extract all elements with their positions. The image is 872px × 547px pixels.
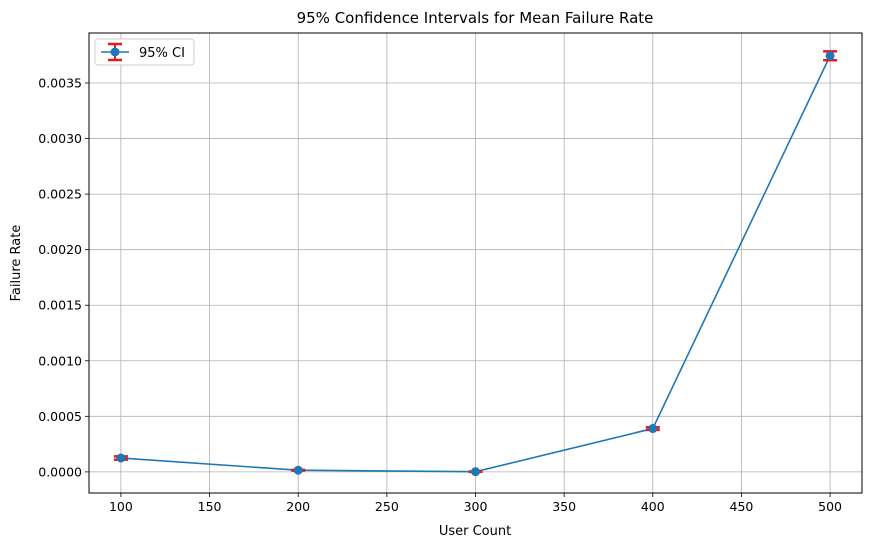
legend: 95% CI bbox=[94, 38, 195, 66]
y-tick-label: 0.0035 bbox=[38, 76, 82, 91]
y-tick-label: 0.0020 bbox=[38, 242, 82, 257]
data-point bbox=[471, 467, 480, 477]
x-tick-label: 400 bbox=[641, 499, 665, 514]
legend-label: 95% CI bbox=[139, 46, 185, 61]
y-tick-label: 0.0025 bbox=[38, 187, 82, 202]
y-tick-label: 0.0000 bbox=[38, 464, 82, 479]
legend-box bbox=[94, 38, 195, 66]
data-point bbox=[648, 424, 658, 434]
x-tick-label: 200 bbox=[286, 499, 310, 514]
x-tick-label: 350 bbox=[552, 499, 576, 514]
y-tick-label: 0.0030 bbox=[38, 131, 82, 146]
data-point bbox=[293, 465, 303, 475]
x-tick-label: 300 bbox=[464, 499, 488, 514]
y-axis-label: Failure Rate bbox=[9, 225, 24, 302]
x-tick-label: 100 bbox=[109, 499, 133, 514]
y-tick-label: 0.0005 bbox=[38, 409, 82, 424]
y-axis-ticks: 0.0000 0.0005 0.0010 0.0015 0.0020 0.0025 0.00… bbox=[38, 76, 89, 479]
grid-lines bbox=[89, 33, 862, 493]
legend-marker bbox=[110, 47, 120, 57]
y-tick-label: 0.0010 bbox=[38, 353, 82, 368]
x-tick-label: 150 bbox=[198, 499, 222, 514]
series-layer bbox=[113, 50, 838, 477]
y-tick-label: 0.0015 bbox=[38, 298, 82, 313]
x-axis-ticks: 100 150 200 250 300 350 400 450 500 bbox=[109, 493, 842, 514]
x-tick-label: 450 bbox=[730, 499, 754, 514]
x-tick-label: 500 bbox=[818, 499, 842, 514]
data-point bbox=[116, 453, 126, 463]
data-point bbox=[825, 51, 835, 61]
chart-title: 95% Confidence Intervals for Mean Failur… bbox=[297, 9, 654, 27]
x-tick-label: 250 bbox=[375, 499, 399, 514]
x-axis-label: User Count bbox=[439, 524, 511, 539]
